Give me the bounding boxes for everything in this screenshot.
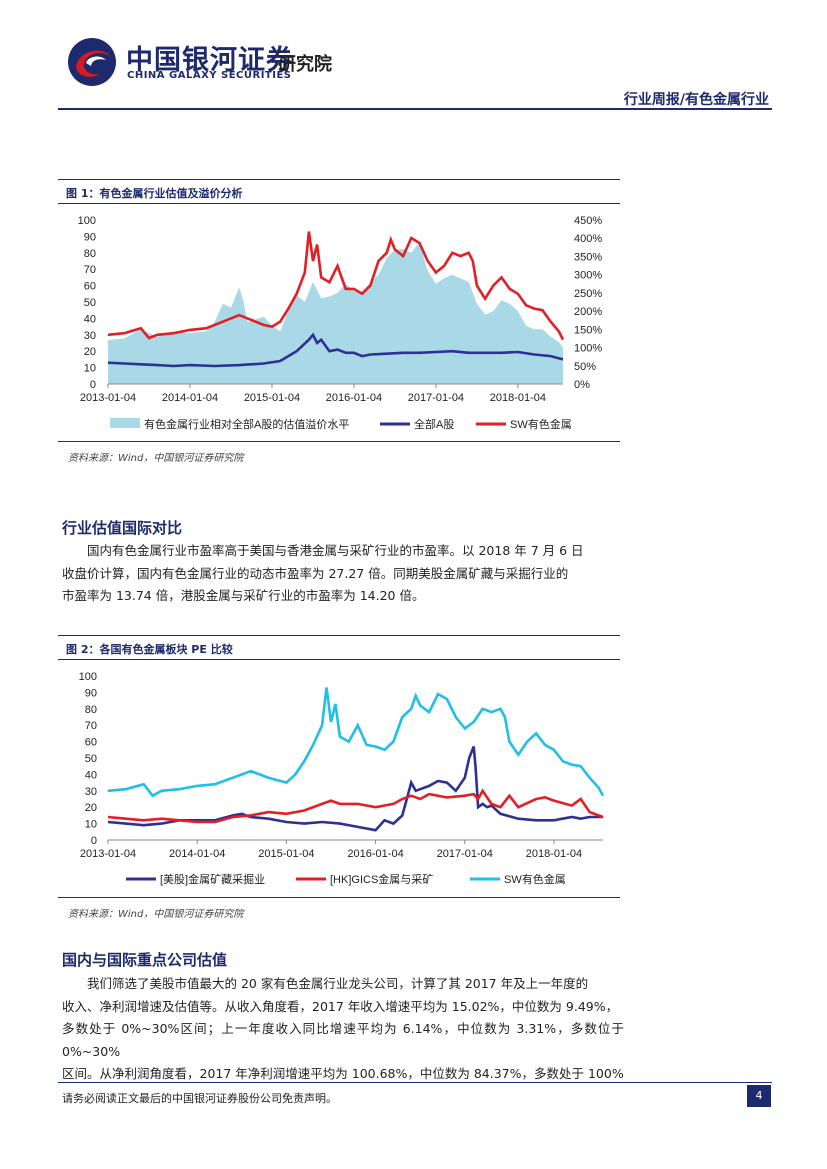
legend-premium-label: 有色金属行业相对全部A股的估值溢价水平 — [144, 417, 349, 431]
y-right-tick-label: 200% — [574, 306, 602, 318]
y-right-tick-label: 250% — [574, 288, 602, 300]
sw-nonferrous-line — [107, 687, 605, 798]
y-right-tick-label: 0% — [574, 379, 590, 391]
premium-area-series — [108, 241, 563, 384]
x-tick-label: 2016-01-04 — [347, 848, 403, 860]
figure2-title-rule — [58, 659, 620, 660]
y-left-tick-label: 40 — [84, 313, 96, 325]
y-right-tick-label: 100% — [574, 343, 602, 355]
y-left-tick-label: 80 — [84, 248, 96, 260]
x-tick-label: 2013-01-04 — [80, 392, 136, 404]
section1-title: 行业估值国际对比 — [62, 519, 183, 537]
legend-all-a-label: 全部A股 — [414, 417, 454, 431]
section1-line-3: 市盈率为 13.74 倍，港股金属与采矿行业的市盈率为 14.20 倍。 — [62, 588, 425, 603]
all-a-share-line — [107, 332, 564, 368]
y-right-tick-label: 50% — [574, 361, 596, 373]
legend-us-label: [美股]金属矿藏采掘业 — [160, 872, 265, 886]
legend-premium-swatch — [110, 418, 140, 428]
figure2-chart: 0 10 20 30 40 50 60 70 80 90 100 2013-01-04 2014-01-… — [79, 671, 605, 886]
x-tick-label: 2016-01-04 — [326, 392, 382, 404]
x-tick-label: 2015-01-04 — [258, 848, 314, 860]
y-tick-label: 0 — [91, 835, 97, 847]
report-type: 行业周报/有色金属行业 — [623, 92, 769, 108]
y-left-tick-label: 100 — [78, 215, 96, 227]
x-tick-label: 2013-01-04 — [80, 848, 136, 860]
section2-line-2: 收入、净利润增速及估值等。从收入角度看，2017 年收入增速平均为 15.02%… — [62, 998, 619, 1014]
x-tick-label: 2014-01-04 — [162, 392, 218, 404]
y-left-tick-label: 30 — [84, 330, 96, 342]
y-tick-label: 90 — [85, 687, 97, 699]
y-left-tick-label: 10 — [84, 363, 96, 375]
legend-sw-label: SW有色金属 — [510, 417, 572, 431]
y-tick-label: 50 — [85, 753, 97, 765]
y-left-tick-label: 0 — [90, 379, 96, 391]
section1-line-1: 国内有色金属行业市盈率高于美国与香港金属与采矿行业的市盈率。以 2018 年 7… — [87, 543, 584, 558]
figure1-title: 图 1：有色金属行业估值及溢价分析 — [66, 187, 243, 200]
figure1-title-rule — [58, 203, 620, 204]
section1-paragraph: 国内有色金属行业市盈率高于美国与香港金属与采矿行业的市盈率。以 2018 年 7… — [62, 540, 622, 608]
header-divider — [58, 108, 772, 110]
sw-nonferrous-line — [107, 231, 565, 341]
logo-english-name: CHINA GALAXY SECURITIES — [127, 70, 292, 81]
x-tick-label: 2014-01-04 — [169, 848, 225, 860]
y-left-tick-label: 20 — [84, 346, 96, 358]
legend-hk-label: [HK]GICS金属与采矿 — [330, 872, 433, 886]
figure2-title: 图 2：各国有色金属板块 PE 比较 — [66, 643, 233, 656]
page-number: 4 — [747, 1085, 771, 1107]
galaxy-logo-icon — [68, 38, 116, 86]
y-right-tick-label: 350% — [574, 251, 602, 263]
legend-sw-label: SW有色金属 — [504, 872, 566, 886]
institute-label: 研究院 — [278, 54, 332, 75]
figure2-source: 资料来源：Wind，中国银河证券研究院 — [68, 909, 244, 920]
y-tick-label: 30 — [85, 786, 97, 798]
logo-chinese-name: 中国银河证券 — [126, 45, 294, 76]
y-tick-label: 60 — [85, 737, 97, 749]
us-metals-mining-line — [107, 746, 603, 832]
y-right-tick-label: 150% — [574, 324, 602, 336]
y-right-tick-label: 300% — [574, 270, 602, 282]
x-tick-label: 2015-01-04 — [244, 392, 300, 404]
figure1-bottom-rule — [58, 441, 620, 442]
x-tick-label: 2018-01-04 — [490, 392, 546, 404]
y-tick-label: 100 — [79, 671, 97, 683]
figure1-chart: 0 10 20 30 40 50 60 70 80 90 100 0% 50% 100% 150% 200% 2… — [78, 215, 603, 431]
x-tick-label: 2017-01-04 — [408, 392, 464, 404]
x-tick-label: 2018-01-04 — [526, 848, 582, 860]
section2-paragraph: 我们筛选了美股市值最大的 20 家有色金属行业龙头公司，计算了其 2017 年及… — [62, 973, 624, 1086]
section2-title: 国内与国际重点公司估值 — [62, 951, 228, 969]
y-tick-label: 70 — [85, 720, 97, 732]
disclaimer-note: 请务必阅读正文最后的中国银河证券股份公司免责声明。 — [62, 1092, 337, 1105]
y-left-tick-label: 60 — [84, 281, 96, 293]
section1-line-2: 收盘价计算，国内有色金属行业的动态市盈率为 27.27 倍。同期美股金属矿藏与采… — [62, 565, 569, 581]
y-tick-label: 20 — [85, 802, 97, 814]
y-right-tick-label: 450% — [574, 215, 602, 227]
section2-line-4: 区间。从净利润角度看，2017 年净利润增速平均为 100.68%，中位数为 8… — [62, 1066, 624, 1081]
y-right-tick-label: 400% — [574, 233, 602, 245]
y-tick-label: 80 — [85, 704, 97, 716]
y-left-tick-label: 70 — [84, 264, 96, 276]
figure1-top-rule — [58, 179, 620, 180]
x-tick-label: 2017-01-04 — [437, 848, 493, 860]
hk-gics-metals-line — [107, 788, 604, 824]
y-left-tick-label: 50 — [84, 297, 96, 309]
section2-line-1: 我们筛选了美股市值最大的 20 家有色金属行业龙头公司，计算了其 2017 年及… — [87, 976, 589, 991]
footer-divider — [58, 1082, 772, 1083]
y-left-tick-label: 90 — [84, 231, 96, 243]
y-tick-label: 10 — [85, 819, 97, 831]
figure1-source: 资料来源：Wind，中国银河证券研究院 — [68, 453, 244, 464]
section2-line-3: 多数处于 0%~30%区间；上一年度收入同比增速平均为 6.14%，中位数为 3… — [62, 1021, 624, 1059]
figure2-bottom-rule — [58, 897, 620, 898]
figure2-top-rule — [58, 635, 620, 636]
y-tick-label: 40 — [85, 769, 97, 781]
